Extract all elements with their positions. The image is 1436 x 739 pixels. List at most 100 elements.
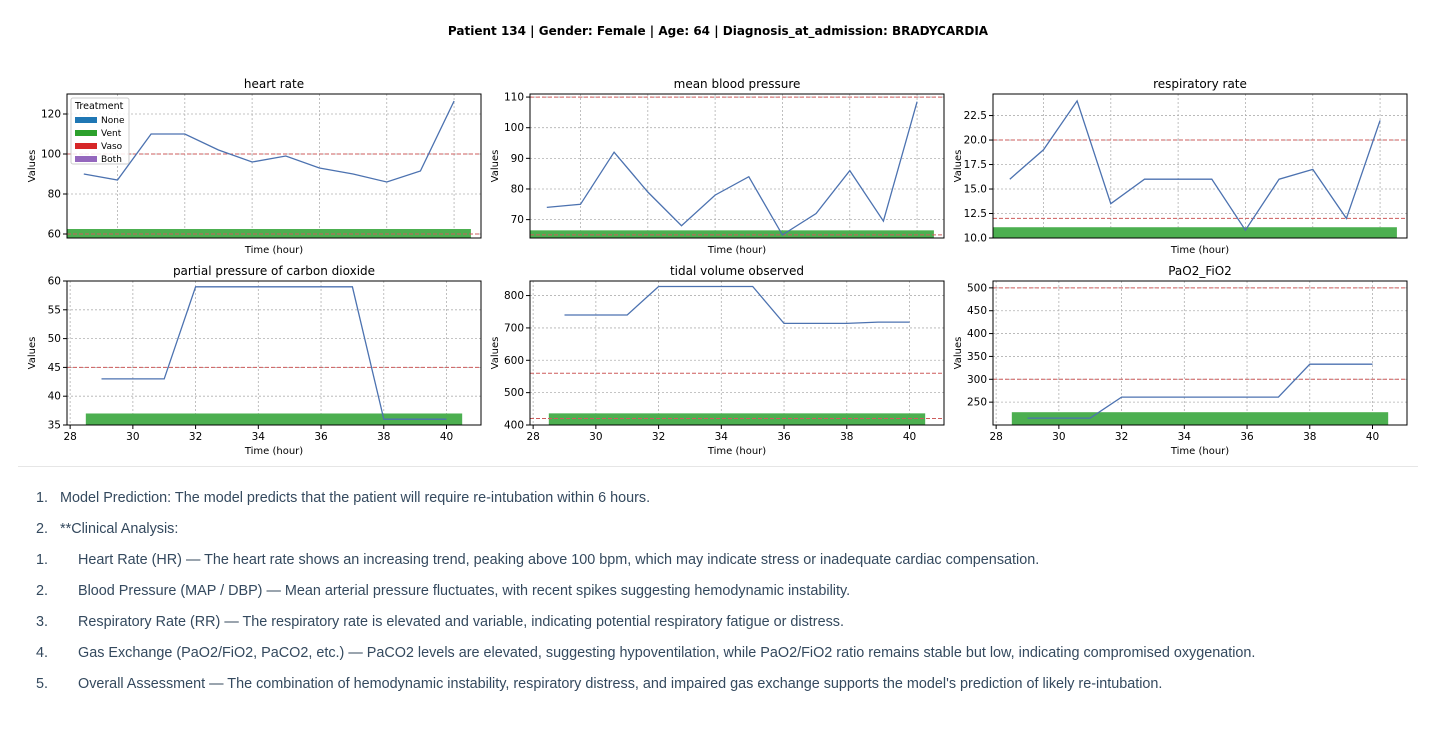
x-tick-label: 32 xyxy=(189,431,202,443)
x-tick-label: 40 xyxy=(440,431,453,443)
x-tick-label: 36 xyxy=(777,431,791,443)
vitals-figure: 60 80 100 120 heart rate Time (hour) Values Tre… xyxy=(27,77,1408,457)
x-tick-label: 28 xyxy=(989,431,1002,443)
x-tick-label: 38 xyxy=(377,431,390,443)
analysis-item-text: Respiratory Rate (RR) — The respiratory … xyxy=(78,614,844,630)
chart-panel: 250 300 350 400 450 500 28 30 32 34 36 38 40 PaO2_FiO… xyxy=(953,264,1408,457)
analysis-item-number: 2. xyxy=(36,521,49,537)
y-axis-label: Values xyxy=(953,150,964,183)
figure-title: Patient 134 | Gender: Female | Age: 64 |… xyxy=(447,24,989,38)
chart-panel: 70 80 90 100 110 mean blood pressure Time (hou… xyxy=(490,77,945,256)
x-tick-label: 28 xyxy=(526,431,539,443)
chart-panel: 35 40 45 50 55 60 28 30 32 34 36 38 40 partial pressu… xyxy=(27,264,482,457)
x-axis-label: Time (hour) xyxy=(707,245,766,256)
x-axis-label: Time (hour) xyxy=(244,245,303,256)
treatment-bar-vent xyxy=(85,413,463,425)
axes-frame xyxy=(529,93,945,239)
chart-panel: 10.0 12.5 15.0 17.5 20.0 22.5 respiratory rate… xyxy=(953,77,1408,256)
legend: Treatment None Vent Vaso Both xyxy=(70,97,130,165)
series-line xyxy=(83,100,455,183)
chart-title: heart rate xyxy=(244,77,304,91)
chart-title: tidal volume observed xyxy=(670,264,804,278)
axes-frame xyxy=(992,280,1408,426)
x-tick-label: 34 xyxy=(1178,431,1192,443)
chart-panel: 60 80 100 120 heart rate Time (hour) Values Tre… xyxy=(27,77,482,256)
chart-title: PaO2_FiO2 xyxy=(1168,264,1232,278)
y-tick-label: 90 xyxy=(511,153,524,165)
analysis-item-text: Blood Pressure (MAP / DBP) — Mean arteri… xyxy=(78,583,851,599)
y-tick-label: 120 xyxy=(41,109,61,121)
y-tick-label: 50 xyxy=(48,333,61,345)
y-tick-label: 700 xyxy=(504,322,524,334)
treatment-bar-vent xyxy=(993,227,1397,238)
x-tick-label: 28 xyxy=(63,431,76,443)
x-axis-label: Time (hour) xyxy=(707,446,766,457)
analysis-item-number: 1. xyxy=(36,552,49,568)
chart-title: respiratory rate xyxy=(1153,77,1247,91)
y-tick-label: 80 xyxy=(511,183,524,195)
analysis-item-number: 3. xyxy=(36,614,49,630)
chart-title: mean blood pressure xyxy=(674,77,801,91)
treatment-bar-vent xyxy=(1011,412,1389,425)
legend-label: Vent xyxy=(101,129,122,139)
x-tick-label: 30 xyxy=(589,431,602,443)
y-axis-label: Values xyxy=(490,337,501,370)
y-tick-label: 45 xyxy=(48,362,61,374)
y-tick-label: 20.0 xyxy=(964,135,987,147)
y-tick-label: 110 xyxy=(504,92,524,104)
y-tick-label: 22.5 xyxy=(964,110,987,122)
y-axis-label: Values xyxy=(27,337,38,370)
chart-panel: 400 500 600 700 800 28 30 32 34 36 38 40 tidal volum… xyxy=(490,264,945,457)
x-tick-label: 34 xyxy=(715,431,729,443)
y-axis-label: Values xyxy=(27,150,38,183)
y-tick-label: 100 xyxy=(41,149,61,161)
analysis-item-number: 2. xyxy=(36,583,49,599)
series-line xyxy=(1009,99,1381,232)
y-tick-label: 300 xyxy=(967,374,987,386)
y-tick-label: 450 xyxy=(967,305,987,317)
analysis-item-text: Model Prediction: The model predicts tha… xyxy=(60,490,651,506)
legend-swatch xyxy=(75,143,97,149)
analysis-item-number: 4. xyxy=(36,645,49,661)
x-tick-label: 32 xyxy=(652,431,665,443)
treatment-bar-vent xyxy=(530,230,934,238)
x-tick-label: 32 xyxy=(1115,431,1128,443)
legend-swatch xyxy=(75,156,97,162)
legend-label: Vaso xyxy=(101,142,123,152)
legend-title: Treatment xyxy=(74,101,124,112)
x-tick-label: 34 xyxy=(252,431,266,443)
y-tick-label: 60 xyxy=(48,229,61,241)
y-tick-label: 70 xyxy=(511,214,524,226)
analysis-item-text: Overall Assessment — The combination of … xyxy=(78,676,1163,692)
series-line xyxy=(564,285,910,325)
legend-label: None xyxy=(101,116,125,126)
axes-frame xyxy=(529,280,945,426)
x-axis-label: Time (hour) xyxy=(244,446,303,457)
x-tick-label: 38 xyxy=(840,431,853,443)
y-tick-label: 35 xyxy=(48,420,61,432)
y-tick-label: 12.5 xyxy=(964,208,987,220)
y-tick-label: 55 xyxy=(48,304,61,316)
legend-swatch xyxy=(75,117,97,123)
x-tick-label: 36 xyxy=(314,431,328,443)
y-tick-label: 10.0 xyxy=(964,233,987,245)
analysis-item-text: Gas Exchange (PaO2/FiO2, PaCO2, etc.) — … xyxy=(78,645,1256,661)
y-tick-label: 100 xyxy=(504,122,524,134)
chart-title: partial pressure of carbon dioxide xyxy=(173,264,375,278)
x-tick-label: 40 xyxy=(903,431,916,443)
y-tick-label: 40 xyxy=(48,391,61,403)
axes-frame xyxy=(66,280,482,426)
series-line xyxy=(101,286,447,420)
y-tick-label: 80 xyxy=(48,189,61,201)
y-tick-label: 500 xyxy=(967,282,987,294)
section-divider xyxy=(18,466,1418,467)
y-tick-label: 60 xyxy=(48,276,61,288)
x-tick-label: 30 xyxy=(126,431,139,443)
analysis-item-number: 5. xyxy=(36,676,49,692)
y-tick-label: 500 xyxy=(504,387,524,399)
treatment-bar-vent xyxy=(548,413,926,425)
axes-frame xyxy=(992,93,1408,239)
y-tick-label: 600 xyxy=(504,355,524,367)
y-tick-label: 17.5 xyxy=(964,159,987,171)
x-axis-label: Time (hour) xyxy=(1170,245,1229,256)
